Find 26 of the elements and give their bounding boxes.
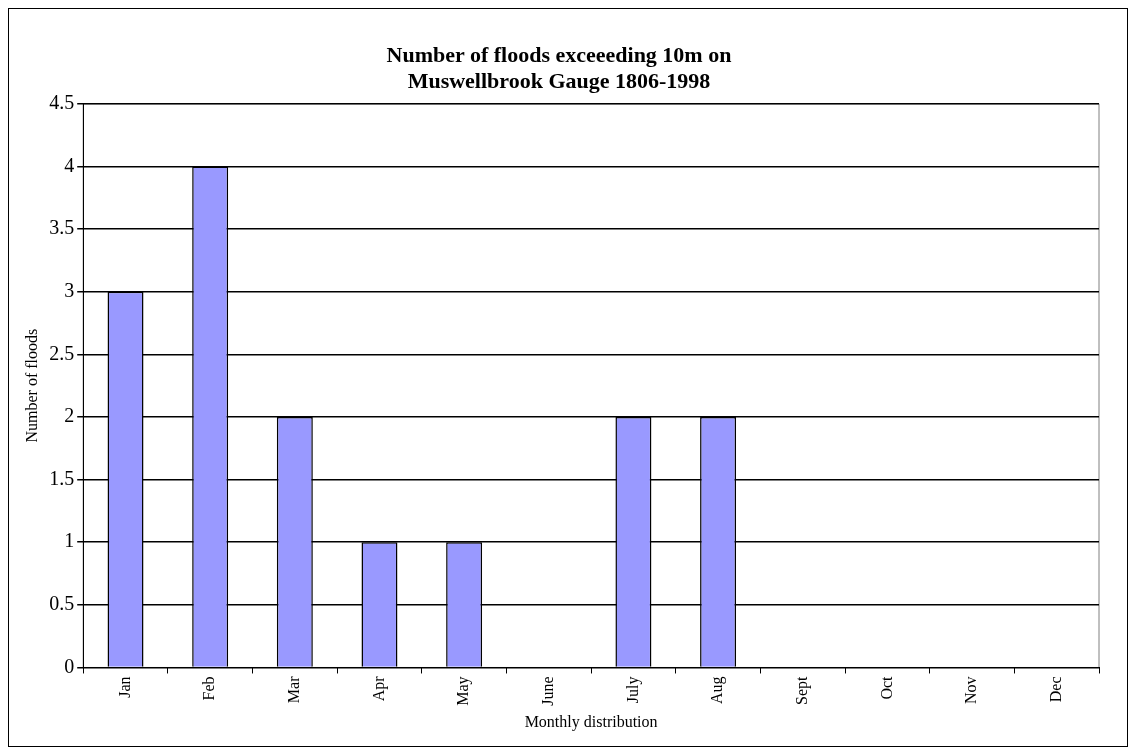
y-tick-label: 3 <box>64 278 75 301</box>
x-tick-label: Dec <box>1046 676 1064 703</box>
x-axis-title: Monthly distribution <box>524 712 658 731</box>
y-tick-label: 2.5 <box>49 341 75 364</box>
y-tick-label: 1 <box>64 529 75 552</box>
x-tick-label: June <box>538 676 556 706</box>
x-tick-label: July <box>623 676 642 704</box>
x-tick-label: Nov <box>962 676 980 705</box>
y-tick-label: 4.5 <box>49 91 75 114</box>
x-tick-label: Mar <box>285 675 303 704</box>
y-tick-label: 0 <box>64 654 75 677</box>
x-tick-label: Feb <box>200 676 218 701</box>
text: Muswellbrook Gauge 1806-1998 <box>407 68 711 94</box>
x-tick-label: Apr <box>369 675 388 702</box>
x-tick-label: Sept <box>792 675 811 705</box>
y-tick-label: 3.5 <box>49 216 75 239</box>
text: Number of floods exceeeding 10m on <box>386 41 732 67</box>
x-tick-label: Jan <box>115 676 133 698</box>
y-tick-label: 4 <box>64 153 75 176</box>
y-tick-label: 2 <box>64 404 75 427</box>
y-tick-label: 0.5 <box>49 592 75 615</box>
x-tick-label: May <box>454 676 473 706</box>
x-tick-label: Aug <box>708 676 727 705</box>
y-tick-label: 1.5 <box>49 466 75 489</box>
y-axis-title: Number of floods <box>22 328 40 443</box>
x-tick-label: Oct <box>877 675 895 700</box>
